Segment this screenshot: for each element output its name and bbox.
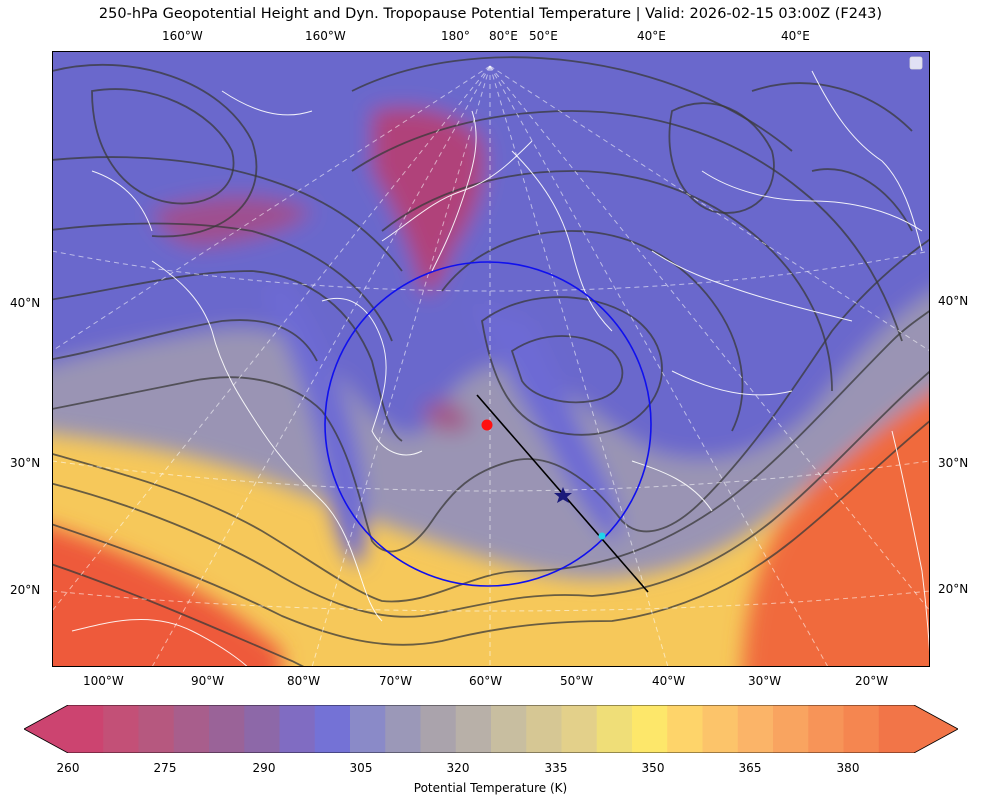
- right-lat-label: 30°N: [938, 456, 969, 470]
- bottom-lon-label: 20°W: [855, 674, 889, 688]
- analysis-circle: [324, 261, 652, 587]
- top-lon-label: 160°W: [162, 29, 203, 43]
- colorbar-tick: 335: [544, 761, 568, 775]
- top-lon-label: 40°E: [637, 29, 666, 43]
- colorbar-cell: [173, 705, 210, 753]
- colorbar-cell: [526, 705, 562, 753]
- colorbar-cell: [737, 705, 774, 753]
- bottom-lon-label: 60°W: [469, 674, 503, 688]
- graticule: [52, 65, 930, 667]
- bottom-lon-label: 50°W: [560, 674, 594, 688]
- map-panel[interactable]: [52, 51, 930, 667]
- map-svg: [52, 51, 930, 667]
- legend-box: [909, 56, 923, 70]
- colorbar-cell: [843, 705, 880, 753]
- colorbar: [23, 704, 959, 754]
- bottom-lon-label: 80°W: [287, 674, 321, 688]
- colorbar-cell: [702, 705, 739, 753]
- colorbar-extend-left: [24, 705, 68, 753]
- colorbar-cell: [667, 705, 703, 753]
- colorbar-cell: [808, 705, 844, 753]
- colorbar-cell: [455, 705, 492, 753]
- colorbar-cell: [632, 705, 668, 753]
- colorbar-tick: 305: [349, 761, 373, 775]
- colorbar-cell: [385, 705, 421, 753]
- colorbar-cell: [244, 705, 280, 753]
- bottom-lon-label: 100°W: [83, 674, 124, 688]
- colorbar-cell: [773, 705, 809, 753]
- colorbar-extend-right: [914, 705, 958, 753]
- bottom-lon-label: 90°W: [191, 674, 225, 688]
- colorbar-cell: [209, 705, 245, 753]
- left-lat-label: 40°N: [10, 296, 41, 310]
- star-marker: [554, 487, 572, 503]
- cyan-dot-marker: [598, 532, 606, 540]
- colorbar-tick: 350: [641, 761, 665, 775]
- top-lon-label: 180°: [441, 29, 470, 43]
- bottom-lon-label: 40°W: [652, 674, 686, 688]
- colorbar-svg: [23, 704, 959, 754]
- colorbar-tick: 260: [56, 761, 80, 775]
- left-lat-label: 20°N: [10, 583, 41, 597]
- colorbar-cell: [103, 705, 139, 753]
- bottom-lon-label: 70°W: [379, 674, 413, 688]
- right-lat-label: 20°N: [938, 582, 969, 596]
- top-lon-label: 40°E: [781, 29, 810, 43]
- colorbar-tick: 290: [252, 761, 276, 775]
- theta-field: [52, 51, 930, 667]
- right-lat-label: 40°N: [938, 294, 969, 308]
- colorbar-tick: 380: [836, 761, 860, 775]
- colorbar-cell: [596, 705, 633, 753]
- colorbar-label: Potential Temperature (K): [413, 781, 568, 795]
- colorbar-cell: [138, 705, 175, 753]
- bottom-lon-label: 30°W: [748, 674, 782, 688]
- top-lon-label: 80°E: [489, 29, 518, 43]
- height-contours: [52, 56, 930, 667]
- coastlines: [71, 70, 930, 667]
- colorbar-cell: [491, 705, 527, 753]
- top-lon-label: 50°E: [529, 29, 558, 43]
- colorbar-cell: [878, 705, 915, 753]
- colorbar-cell: [561, 705, 598, 753]
- colorbar-cell: [420, 705, 457, 753]
- top-lon-label: 160°W: [305, 29, 346, 43]
- red-dot-marker: [481, 419, 493, 431]
- colorbar-tick: 365: [738, 761, 762, 775]
- colorbar-tick: 275: [153, 761, 177, 775]
- colorbar-cell: [279, 705, 316, 753]
- colorbar-cell: [350, 705, 386, 753]
- colorbar-cell: [68, 705, 104, 753]
- colorbar-cell: [314, 705, 351, 753]
- left-lat-label: 30°N: [10, 456, 41, 470]
- chart-title: 250-hPa Geopotential Height and Dyn. Tro…: [98, 6, 883, 22]
- map-frame: [52, 51, 930, 667]
- colorbar-tick: 320: [446, 761, 470, 775]
